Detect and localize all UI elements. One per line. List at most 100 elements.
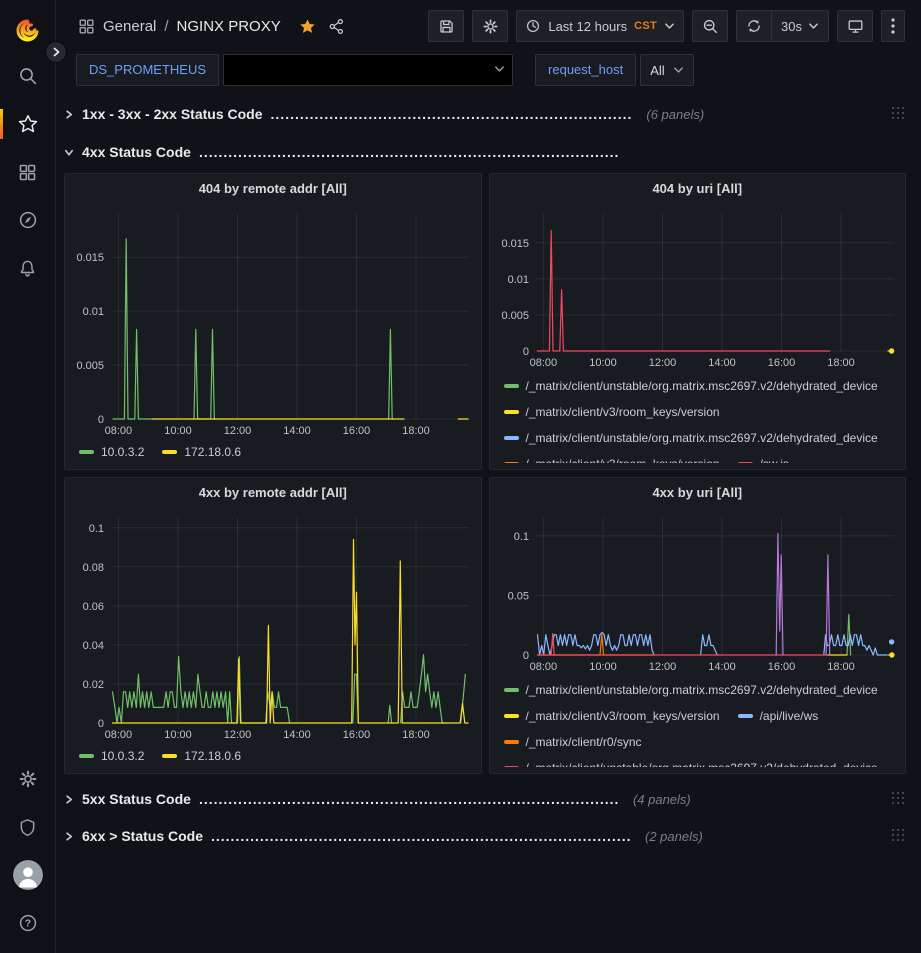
svg-text:0: 0: [522, 650, 528, 662]
svg-text:0.04: 0.04: [83, 640, 104, 652]
row-drag-handle[interactable]: [892, 792, 906, 806]
chart-canvas: 0 0.05 0.1 08:00 10:00 12:00 14:00 16:00 18:00: [507, 518, 895, 673]
svg-text:0.08: 0.08: [83, 562, 104, 574]
svg-text:08:00: 08:00: [105, 729, 133, 741]
row-header-5xx[interactable]: 5xx Status Code ........................…: [64, 785, 906, 813]
row-drag-handle[interactable]: [892, 829, 906, 843]
legend-item[interactable]: /_matrix/client/v3/room_keys/version: [503, 703, 720, 729]
chevron-right-icon: [64, 109, 74, 120]
row-title-dots: ........................................…: [270, 106, 633, 122]
chevron-down-icon: [64, 147, 75, 157]
legend-item[interactable]: /_matrix/client/v3/room_keys/version: [503, 399, 720, 425]
gear-icon: [482, 18, 499, 35]
legend-item[interactable]: /_matrix/client/unstable/org.matrix.msc2…: [503, 425, 878, 451]
sidebar-item-help[interactable]: ?: [0, 899, 56, 947]
sidebar-item-alerting[interactable]: [0, 244, 56, 292]
row-header-4xx[interactable]: 4xx Status Code ........................…: [64, 138, 906, 166]
breadcrumb-folder[interactable]: General: [103, 17, 157, 35]
dashboard-grid-icon: [78, 18, 95, 35]
sidebar-item-profile[interactable]: [0, 851, 56, 899]
main-area: General / NGINX PROXY: [56, 0, 921, 953]
panel-404-by-remote-addr: 404 by remote addr [All] 0 0.005 0.01 0.015…: [64, 173, 482, 470]
chart-canvas: 0 0.02 0.04 0.06 0.08 0.1 08:00 10:00 12:00 14:00…: [83, 518, 469, 741]
svg-text:16:00: 16:00: [767, 661, 795, 673]
refresh-button[interactable]: [737, 11, 771, 41]
share-icon[interactable]: [328, 18, 345, 35]
sidebar-bottom: ?: [0, 755, 56, 947]
dashboards-grid-icon: [18, 163, 37, 182]
panel-title[interactable]: 404 by uri [All]: [652, 181, 743, 196]
save-icon: [438, 18, 455, 35]
legend-item[interactable]: /sw.js: [737, 451, 789, 463]
svg-text:0.02: 0.02: [83, 679, 104, 691]
svg-text:10:00: 10:00: [164, 425, 192, 437]
legend-item[interactable]: 10.0.3.2: [79, 441, 144, 463]
panel-title[interactable]: 4xx by remote addr [All]: [198, 485, 347, 500]
panel-4xx-by-remote-addr: 4xx by remote addr [All] 0 0.02 0.04 0.06 0.…: [64, 477, 482, 774]
row-title: 4xx Status Code: [82, 144, 191, 160]
row-header-1xx-3xx-2xx[interactable]: 1xx - 3xx - 2xx Status Code ............…: [64, 100, 906, 128]
row-panel-count: (2 panels): [645, 828, 703, 844]
request-host-variable-value[interactable]: All: [640, 54, 694, 86]
gear-icon: [18, 769, 38, 789]
legend-label: 10.0.3.2: [101, 749, 145, 763]
legend-swatch: [503, 714, 519, 718]
legend-item[interactable]: /_matrix/client/v3/room_keys/version: [503, 451, 720, 463]
panel-title[interactable]: 404 by remote addr [All]: [198, 181, 347, 196]
panels-grid: 404 by remote addr [All] 0 0.005 0.01 0.015…: [64, 173, 906, 774]
chart-canvas: 0 0.005 0.01 0.015 08:00 10:00 12:00 14:00 16:00…: [501, 214, 894, 369]
sidebar-item-dashboards[interactable]: [0, 148, 56, 196]
legend-swatch: [503, 740, 519, 744]
legend-swatch: [162, 450, 178, 454]
chevron-down-icon: [808, 22, 819, 30]
row-title: 5xx Status Code: [82, 791, 191, 807]
refresh-interval-picker[interactable]: 30s: [771, 11, 828, 41]
svg-text:12:00: 12:00: [648, 357, 676, 369]
datasource-variable-label[interactable]: DS_PROMETHEUS: [76, 54, 220, 86]
datasource-variable-value[interactable]: [223, 54, 514, 86]
zoom-out-time-button[interactable]: [692, 10, 729, 42]
breadcrumb-dashboard-title[interactable]: NGINX PROXY: [176, 17, 281, 35]
time-series-chart: 0 0.005 0.01 0.015 08:00 10:00 12:00 14:00 16:00…: [496, 202, 900, 371]
panel-title[interactable]: 4xx by uri [All]: [652, 485, 743, 500]
legend-item[interactable]: /_matrix/client/unstable/org.matrix.msc2…: [503, 677, 878, 703]
legend-label: /sw.js: [760, 451, 789, 463]
sidebar-item-settings[interactable]: [0, 755, 56, 803]
timezone-label: CST: [634, 20, 658, 32]
svg-text:14:00: 14:00: [283, 425, 311, 437]
cycle-view-mode-button[interactable]: [837, 10, 873, 42]
legend-swatch: [79, 450, 94, 454]
chart-legend: /_matrix/client/unstable/org.matrix.msc2…: [503, 373, 896, 463]
sidebar-item-starred[interactable]: [0, 100, 56, 148]
sidebar-item-server-admin[interactable]: [0, 803, 56, 851]
row-header-6xx[interactable]: 6xx > Status Code ......................…: [64, 822, 906, 850]
legend-item[interactable]: 10.0.3.2: [79, 745, 144, 767]
dashboard-toolbar: Last 12 hours CST: [428, 10, 905, 42]
legend-item[interactable]: 172.18.0.6: [162, 441, 241, 463]
legend-item[interactable]: /_matrix/client/unstable/org.matrix.msc2…: [503, 373, 878, 399]
dashboard-settings-button[interactable]: [472, 10, 509, 42]
kebab-menu-button[interactable]: [881, 10, 905, 42]
kebab-icon: [891, 18, 895, 34]
legend-item[interactable]: /api/live/ws: [737, 703, 818, 729]
legend-item[interactable]: /_matrix/client/r0/sync: [503, 729, 642, 755]
legend-item[interactable]: 172.18.0.6: [162, 745, 241, 767]
legend-label: /_matrix/client/r0/sync: [525, 735, 642, 749]
request-host-variable-label[interactable]: request_host: [535, 54, 637, 86]
row-drag-handle[interactable]: [892, 107, 906, 121]
sidebar-item-search[interactable]: [0, 52, 56, 100]
grafana-logo[interactable]: [0, 8, 56, 52]
time-range-picker[interactable]: Last 12 hours CST: [516, 10, 685, 42]
dashboard-content: 1xx - 3xx - 2xx Status Code ............…: [56, 94, 921, 953]
sidebar-expand-button[interactable]: [45, 41, 67, 63]
svg-text:0.015: 0.015: [501, 238, 529, 250]
sidebar-nav: ?: [0, 0, 56, 953]
sidebar-item-explore[interactable]: [0, 196, 56, 244]
save-dashboard-button[interactable]: [428, 10, 465, 42]
legend-swatch: [79, 754, 94, 758]
legend-item[interactable]: /_matrix/client/unstable/org.matrix.msc2…: [503, 755, 878, 767]
svg-text:0.005: 0.005: [76, 360, 104, 372]
svg-text:18:00: 18:00: [827, 661, 855, 673]
legend-label: /_matrix/client/unstable/org.matrix.msc2…: [526, 755, 878, 767]
favorite-star-icon[interactable]: [299, 18, 316, 35]
